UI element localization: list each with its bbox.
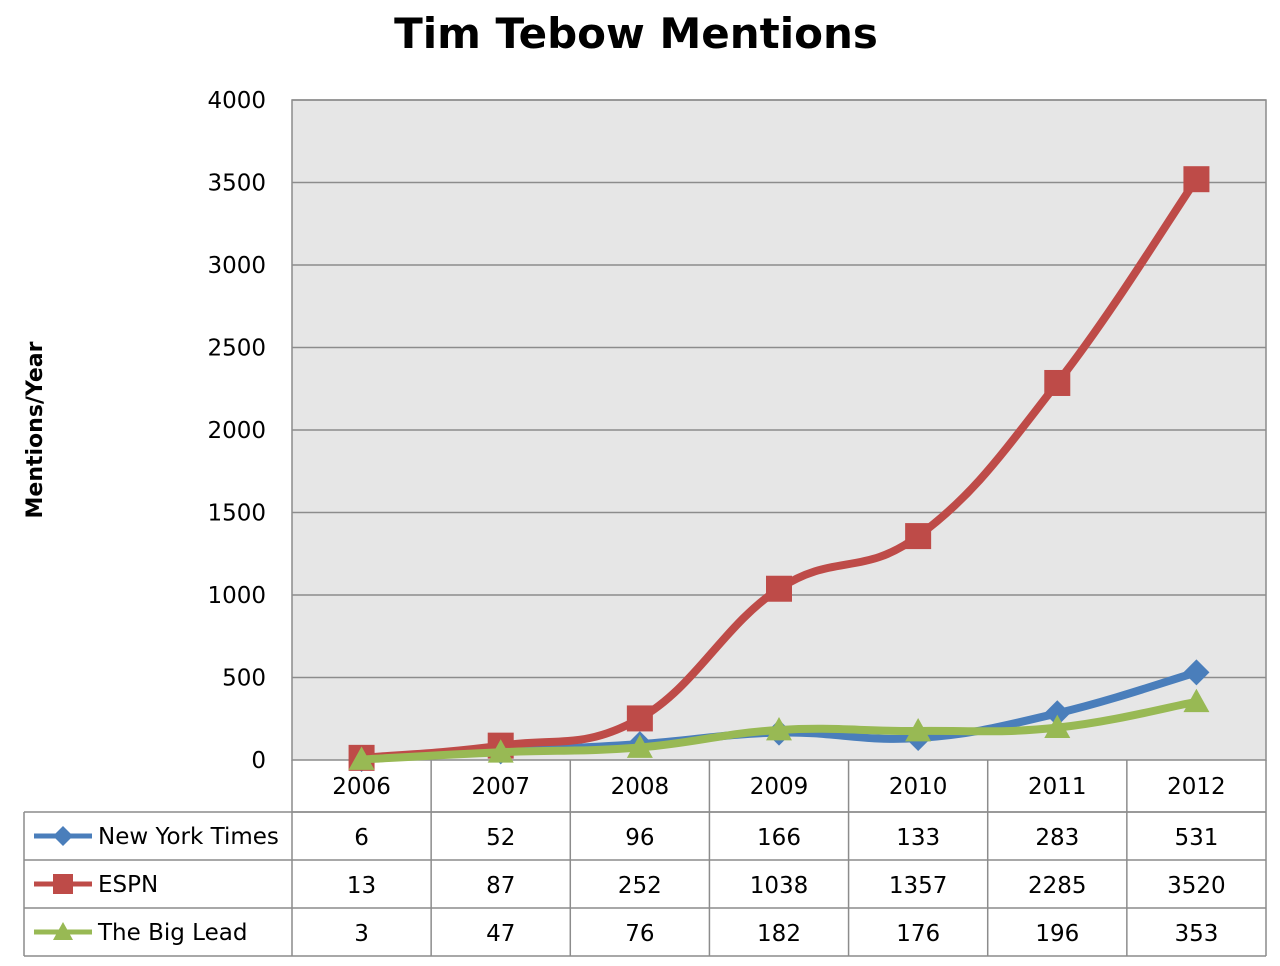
data-point-the-big-lead <box>1044 714 1071 739</box>
data-point-the-big-lead <box>348 746 375 770</box>
table-value: 13 <box>347 873 376 899</box>
table-value: 87 <box>486 873 515 899</box>
y-tick-label: 500 <box>222 666 266 692</box>
table-value: 76 <box>625 921 654 947</box>
marker-diamond <box>53 826 73 846</box>
y-tick-label: 3500 <box>207 171 266 197</box>
y-tick-label: 2500 <box>207 336 266 362</box>
data-point-espn <box>905 523 932 550</box>
table-value: 353 <box>1174 921 1218 947</box>
table-value: 6 <box>354 825 369 851</box>
gridlines <box>292 99 1266 679</box>
y-tick-label: 2000 <box>207 418 266 444</box>
y-tick-label: 1000 <box>207 583 266 609</box>
table-value: 47 <box>486 921 515 947</box>
table-value: 182 <box>757 921 801 947</box>
y-tick-label: 3000 <box>207 253 266 279</box>
data-point-espn <box>766 575 792 602</box>
table-value: 2285 <box>1028 873 1087 899</box>
y-tick-label: 0 <box>251 748 266 774</box>
data-point-new-york-times <box>1183 659 1210 686</box>
x-tick-label: 2011 <box>1028 774 1087 800</box>
data-point-the-big-lead <box>766 716 792 741</box>
y-axis-label: Mentions/Year <box>23 341 48 518</box>
data-point-new-york-times <box>1044 700 1071 727</box>
y-tick-label: 1500 <box>207 501 266 527</box>
x-tick-label: 2010 <box>889 774 948 800</box>
table-value: 531 <box>1174 825 1218 851</box>
data-point-espn <box>1183 166 1210 193</box>
y-tick-label: 4000 <box>207 88 266 114</box>
legend-label-new-york-times: New York Times <box>98 824 279 850</box>
table-value: 252 <box>618 873 662 899</box>
table-value: 196 <box>1035 921 1079 947</box>
table-value: 52 <box>486 825 515 851</box>
table-value: 3520 <box>1167 873 1226 899</box>
table-value: 1357 <box>889 873 948 899</box>
x-tick-label: 2012 <box>1167 774 1226 800</box>
data-point-espn <box>626 705 653 732</box>
series-lines <box>348 166 1210 773</box>
table-value: 283 <box>1035 825 1079 851</box>
chart-title: Tim Tebow Mentions <box>394 9 878 58</box>
x-tick-label: 2009 <box>750 774 809 800</box>
x-tick-label: 2008 <box>611 774 670 800</box>
data-point-the-big-lead <box>905 717 932 742</box>
data-point-espn <box>1044 369 1071 396</box>
x-tick-label: 2006 <box>332 774 391 800</box>
data-point-the-big-lead <box>626 734 653 758</box>
x-tick-label: 2007 <box>471 774 530 800</box>
table-value: 176 <box>896 921 940 947</box>
legend-label-espn: ESPN <box>98 872 158 898</box>
y-tick-labels: 0 500 1000 1500 2000 2500 3000 3500 4000 <box>207 88 266 774</box>
table-value: 1038 <box>750 873 809 899</box>
data-point-the-big-lead <box>487 739 514 763</box>
table-value: 96 <box>625 825 654 851</box>
data-point-the-big-lead <box>1183 688 1210 713</box>
marker-triangle <box>53 922 73 940</box>
table-value: 133 <box>896 825 940 851</box>
legend-label-the-big-lead: The Big Lead <box>97 920 247 946</box>
marker-square <box>53 874 73 894</box>
table-value: 166 <box>757 825 801 851</box>
table-value: 3 <box>354 921 369 947</box>
data-table: 2006 2007 2008 2009 2010 2011 2012 New York Tim… <box>23 760 1267 957</box>
